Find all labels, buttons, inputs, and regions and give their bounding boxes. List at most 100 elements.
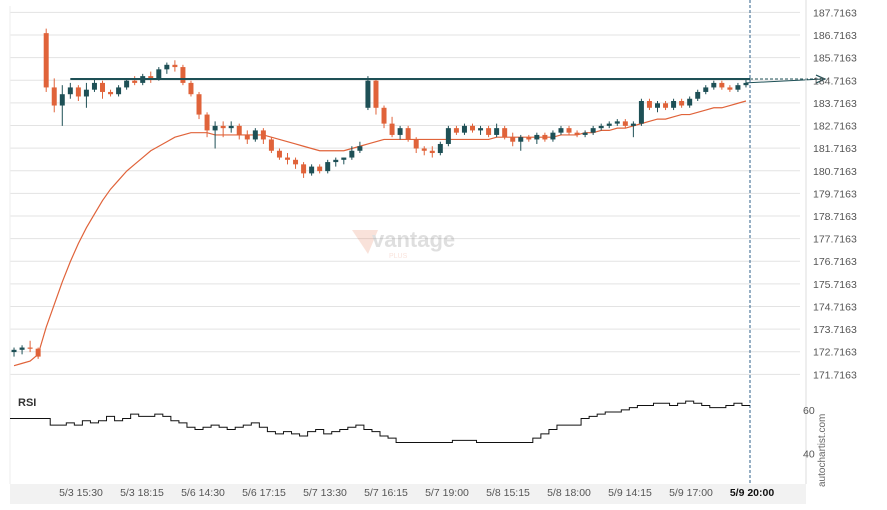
- projection-line: [745, 78, 824, 84]
- price-tick-label: 185.7163: [813, 53, 857, 65]
- candle-body: [590, 128, 596, 133]
- candle-up: [325, 159, 331, 174]
- plot-background: [10, 6, 750, 484]
- candle-body: [276, 150, 282, 158]
- candle-up: [550, 130, 556, 142]
- candle-body: [510, 137, 516, 142]
- candle-up: [164, 62, 170, 74]
- candle-body: [325, 162, 331, 172]
- candle-down: [268, 137, 274, 154]
- price-tick-label: 175.7163: [813, 279, 857, 291]
- price-tick-label: 184.7163: [813, 75, 857, 87]
- candle-body: [663, 103, 669, 108]
- rsi-label: RSI: [18, 397, 36, 409]
- candle-body: [132, 80, 138, 83]
- candle-down: [566, 125, 572, 135]
- candle-up: [630, 121, 636, 138]
- candle-up: [703, 85, 709, 95]
- candle-up: [614, 119, 620, 126]
- candle-body: [397, 128, 403, 135]
- candle-body: [164, 64, 170, 70]
- candle-body: [188, 82, 194, 95]
- candle-down: [220, 121, 226, 138]
- candle-down: [204, 112, 210, 138]
- candle-body: [349, 150, 355, 158]
- candle-up: [558, 125, 564, 135]
- candle-body: [19, 347, 25, 350]
- candle-up: [333, 157, 339, 167]
- candle-up: [671, 98, 677, 111]
- candle-body: [502, 128, 508, 138]
- moving-average-layer: [13, 100, 747, 367]
- candle-up: [590, 125, 596, 135]
- candle-body: [622, 121, 628, 126]
- candle-body: [719, 82, 725, 88]
- candle-up: [212, 121, 218, 149]
- candle-up: [124, 78, 130, 90]
- rsi-panel: RSI 60 40: [10, 397, 815, 460]
- candle-body: [268, 139, 274, 151]
- candle-down: [502, 125, 508, 140]
- time-tick-label: 5/9 14:15: [608, 487, 652, 499]
- candle-body: [317, 166, 323, 172]
- candle-down: [301, 162, 307, 178]
- candle-body: [381, 107, 387, 124]
- candle-up: [309, 164, 315, 176]
- candle-down: [453, 125, 459, 135]
- candle-body: [67, 87, 73, 95]
- candle-up: [638, 98, 644, 126]
- candle-body: [309, 166, 315, 174]
- candle-body: [220, 125, 226, 129]
- candle-body: [365, 80, 371, 108]
- candle-body: [429, 150, 435, 154]
- candle-up: [59, 85, 65, 126]
- price-tick-label: 174.7163: [813, 301, 857, 313]
- candle-body: [341, 157, 347, 160]
- rsi-tick-label: 60: [803, 405, 815, 417]
- time-axis: 5/3 15:30 5/3 18:15 5/6 14:30 5/6 17:15 5/7 …: [10, 484, 806, 504]
- candle-body: [695, 91, 701, 99]
- candle-body: [598, 125, 604, 129]
- time-axis-band: [10, 484, 806, 504]
- price-tick-label: 173.7163: [813, 324, 857, 336]
- candle-down: [108, 89, 114, 97]
- candle-body: [148, 76, 154, 79]
- candle-down: [100, 80, 105, 99]
- candle-down: [429, 146, 435, 158]
- candle-up: [711, 80, 717, 90]
- candle-body: [711, 82, 717, 88]
- price-tick-label: 178.7163: [813, 211, 857, 223]
- candle-body: [582, 132, 588, 135]
- candle-body: [293, 159, 299, 165]
- candle-body: [333, 159, 339, 163]
- candle-body: [445, 128, 451, 144]
- candle-body: [11, 349, 17, 353]
- candle-body: [285, 157, 290, 160]
- candle-up: [19, 345, 25, 355]
- time-tick-label: 5/8 15:15: [486, 487, 530, 499]
- price-axis: 187.7163 186.7163 185.7163 184.7163 183.7163…: [805, 0, 857, 484]
- candle-body: [196, 94, 202, 115]
- candle-down: [646, 98, 652, 111]
- candle-up: [67, 82, 73, 99]
- candle-body: [550, 132, 556, 140]
- candle-up: [735, 82, 741, 92]
- candle-up: [582, 130, 588, 138]
- candle-up: [365, 76, 371, 111]
- candle-down: [35, 347, 41, 359]
- candle-down: [172, 60, 178, 72]
- candle-up: [494, 123, 500, 138]
- candle-down: [132, 76, 138, 86]
- candle-down: [526, 134, 532, 142]
- price-tick-label: 182.7163: [813, 121, 857, 133]
- candle-body: [260, 130, 266, 140]
- grid-layer: [9, 6, 800, 484]
- candle-down: [196, 91, 202, 120]
- candle-up: [461, 123, 467, 135]
- candle-body: [212, 125, 218, 131]
- candle-body: [518, 137, 524, 142]
- source-label: autochartist.com: [817, 414, 828, 487]
- candle-body: [389, 123, 395, 135]
- candles-layer: [11, 28, 749, 359]
